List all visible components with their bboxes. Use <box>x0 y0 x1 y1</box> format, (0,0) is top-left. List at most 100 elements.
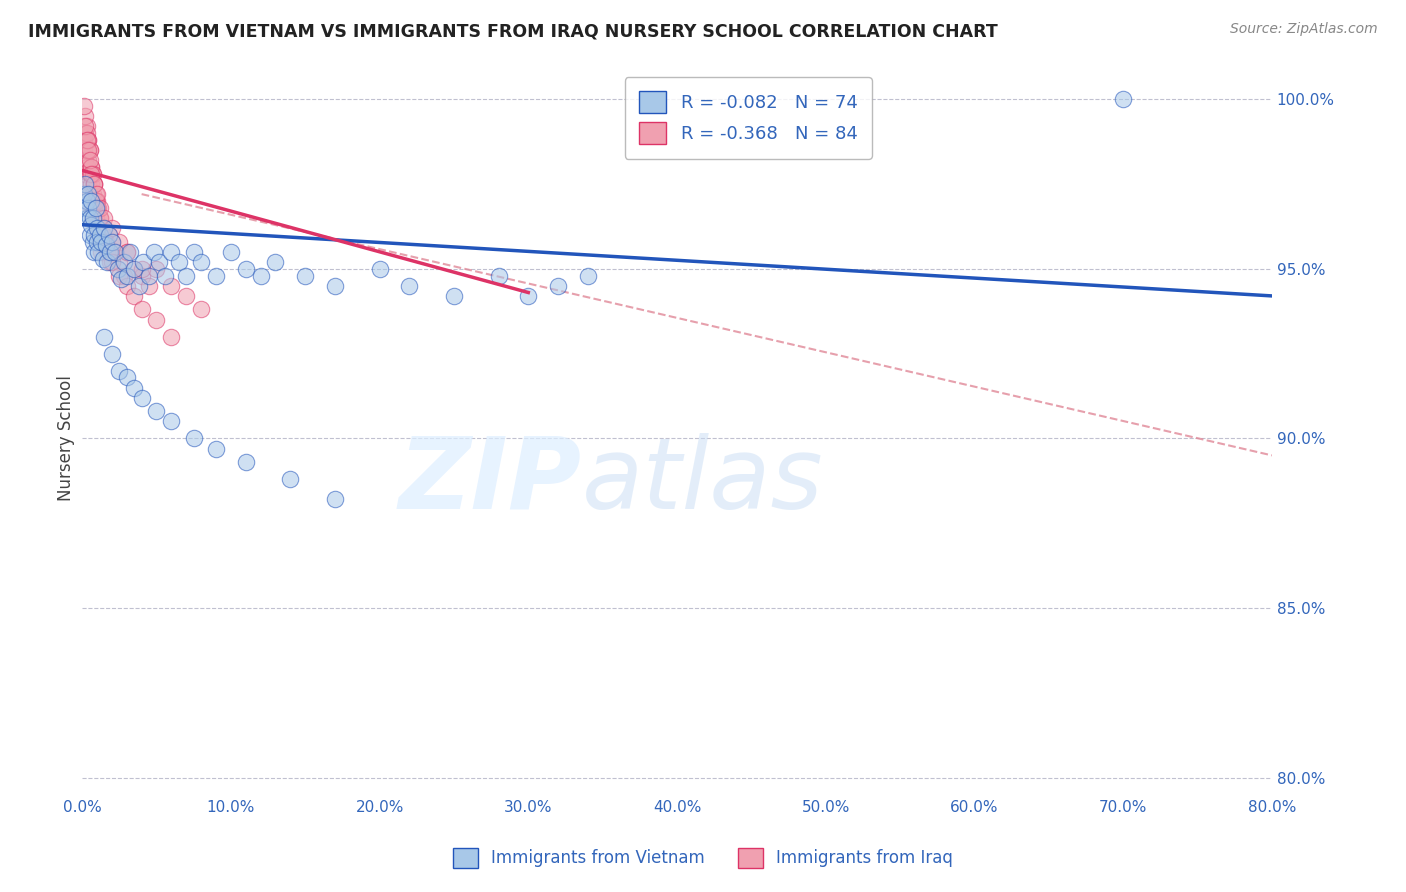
Point <box>183 432 205 446</box>
Point <box>72 99 94 113</box>
Point <box>94 238 117 252</box>
Point <box>160 414 183 428</box>
Point <box>115 370 138 384</box>
Point <box>174 268 197 283</box>
Point <box>93 211 115 225</box>
Point <box>294 268 316 283</box>
Point <box>97 244 120 259</box>
Point <box>101 235 124 249</box>
Text: atlas: atlas <box>582 433 824 530</box>
Point <box>84 211 107 225</box>
Point <box>77 133 100 147</box>
Point <box>89 211 111 225</box>
Point <box>107 261 129 276</box>
Point <box>160 329 183 343</box>
Point <box>86 221 108 235</box>
Point <box>79 187 101 202</box>
Point <box>86 235 108 249</box>
Point <box>93 221 115 235</box>
Point <box>108 363 131 377</box>
Legend: Immigrants from Vietnam, Immigrants from Iraq: Immigrants from Vietnam, Immigrants from… <box>446 841 960 875</box>
Point <box>108 235 131 249</box>
Point <box>122 289 145 303</box>
Point <box>79 167 101 181</box>
Point <box>160 278 183 293</box>
Point <box>75 120 97 134</box>
Point <box>83 177 105 191</box>
Point <box>398 278 420 293</box>
Point <box>75 167 97 181</box>
Text: IMMIGRANTS FROM VIETNAM VS IMMIGRANTS FROM IRAQ NURSERY SCHOOL CORRELATION CHART: IMMIGRANTS FROM VIETNAM VS IMMIGRANTS FR… <box>28 22 998 40</box>
Point <box>84 194 107 208</box>
Point <box>91 252 114 266</box>
Point <box>138 278 160 293</box>
Point <box>547 278 569 293</box>
Point <box>93 329 115 343</box>
Point <box>77 153 100 168</box>
Point <box>323 492 346 507</box>
Point <box>87 244 110 259</box>
Point <box>80 160 103 174</box>
Point <box>205 442 228 456</box>
Point <box>84 187 107 202</box>
Point <box>76 160 98 174</box>
Point <box>79 153 101 168</box>
Point <box>80 167 103 181</box>
Point <box>183 244 205 259</box>
Point <box>82 167 104 181</box>
Point <box>323 278 346 293</box>
Point <box>76 143 98 157</box>
Point <box>118 244 141 259</box>
Point <box>190 255 212 269</box>
Point <box>82 167 104 181</box>
Point <box>443 289 465 303</box>
Point <box>76 120 98 134</box>
Point <box>76 126 98 140</box>
Point <box>174 289 197 303</box>
Point <box>138 268 160 283</box>
Point <box>76 133 98 147</box>
Point <box>82 235 104 249</box>
Point <box>89 211 111 225</box>
Point <box>115 268 138 283</box>
Point <box>96 255 118 269</box>
Point <box>76 194 98 208</box>
Point <box>83 244 105 259</box>
Point <box>131 268 153 283</box>
Point <box>84 201 107 215</box>
Point <box>72 143 94 157</box>
Point <box>87 227 110 242</box>
Y-axis label: Nursery School: Nursery School <box>58 376 75 501</box>
Point <box>72 187 94 202</box>
Point <box>79 143 101 157</box>
Point <box>101 346 124 360</box>
Point <box>82 211 104 225</box>
Point <box>76 211 98 225</box>
Point <box>77 143 100 157</box>
Point <box>77 187 100 202</box>
Point <box>108 255 131 269</box>
Point <box>160 244 183 259</box>
Point <box>80 218 103 232</box>
Point <box>89 201 111 215</box>
Point <box>75 201 97 215</box>
Point <box>83 201 105 215</box>
Point <box>77 177 100 191</box>
Point <box>368 261 391 276</box>
Point <box>104 244 127 259</box>
Point <box>131 302 153 317</box>
Point <box>205 268 228 283</box>
Point <box>145 261 167 276</box>
Point <box>131 391 153 405</box>
Point <box>100 255 122 269</box>
Point <box>94 235 117 249</box>
Point <box>128 278 150 293</box>
Point <box>235 261 257 276</box>
Point <box>97 227 120 242</box>
Point <box>90 235 112 249</box>
Point <box>97 227 120 242</box>
Point <box>77 201 100 215</box>
Point <box>80 201 103 215</box>
Point <box>77 133 100 147</box>
Point <box>190 302 212 317</box>
